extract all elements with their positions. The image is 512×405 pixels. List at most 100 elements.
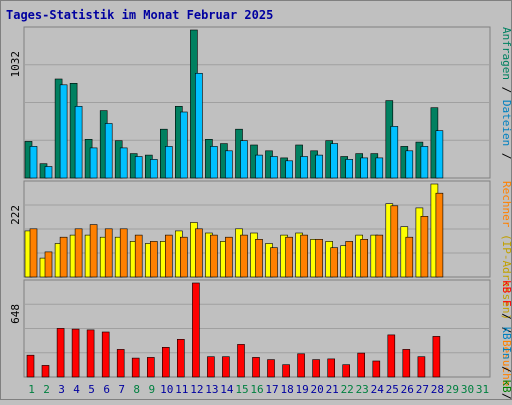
day-label-14: 14 bbox=[220, 383, 234, 396]
bar-besuche-day-7 bbox=[119, 228, 128, 278]
day-label-29: 29 bbox=[446, 383, 459, 396]
day-label-25: 25 bbox=[386, 383, 399, 396]
bar-kb-f-day-27 bbox=[417, 356, 426, 378]
legend-item: / bbox=[500, 313, 512, 326]
bar-kb-f-day-12 bbox=[192, 282, 200, 378]
plot-panel-3: 648 bbox=[9, 279, 491, 378]
bar-dateien-day-1 bbox=[29, 146, 38, 179]
bar-besuche-day-1 bbox=[29, 228, 38, 278]
legend-item: kB Out bbox=[500, 379, 512, 400]
bar-kb-f-day-25 bbox=[387, 334, 396, 378]
bar-dateien-day-8 bbox=[134, 156, 143, 179]
day-label-2: 2 bbox=[43, 383, 50, 396]
bar-dateien-day-13 bbox=[210, 146, 218, 179]
day-label-12: 12 bbox=[190, 383, 203, 396]
bar-kb-f-day-14 bbox=[222, 356, 230, 378]
bar-dateien-day-4 bbox=[74, 106, 83, 179]
day-label-13: 13 bbox=[205, 383, 218, 396]
bar-dateien-day-9 bbox=[150, 159, 158, 179]
legends: Anfragen / Dateien /Rechner (IP-Adressen… bbox=[500, 27, 512, 405]
legend-item: Dateien bbox=[500, 100, 512, 153]
bar-besuche-day-22 bbox=[345, 241, 354, 278]
bar-dateien-day-15 bbox=[240, 140, 248, 179]
day-label-15: 15 bbox=[235, 383, 248, 396]
bar-besuche-day-28 bbox=[435, 192, 444, 278]
legend-item: / bbox=[500, 153, 512, 160]
bar-dateien-day-20 bbox=[315, 154, 323, 179]
day-label-5: 5 bbox=[88, 383, 95, 396]
plot-panels: 1032 222 648 bbox=[9, 26, 491, 378]
legend-item: / bbox=[500, 327, 512, 340]
bar-besuche-day-14 bbox=[225, 236, 233, 278]
bar-dateien-day-19 bbox=[300, 156, 308, 179]
bar-kb-f-day-19 bbox=[297, 353, 305, 378]
bar-dateien-day-10 bbox=[165, 146, 173, 179]
day-label-31: 31 bbox=[476, 383, 489, 396]
bar-dateien-day-3 bbox=[59, 84, 68, 179]
day-label-28: 28 bbox=[431, 383, 444, 396]
bar-kb-f-day-13 bbox=[207, 356, 215, 378]
bar-besuche-day-19 bbox=[300, 234, 308, 278]
bar-besuche-day-10 bbox=[165, 234, 173, 278]
bar-dateien-day-6 bbox=[104, 123, 113, 179]
legend-item: (IP-Adressen) bbox=[500, 234, 512, 327]
day-label-17: 17 bbox=[265, 383, 278, 396]
legend-text: kB F / kB In / kB Out bbox=[500, 280, 512, 400]
bar-kb-f-day-10 bbox=[162, 346, 170, 378]
y-max-tick-label: 1032 bbox=[9, 51, 22, 78]
day-label-18: 18 bbox=[280, 383, 293, 396]
legend-item: / bbox=[500, 393, 512, 400]
bar-kb-f-day-17 bbox=[267, 359, 275, 378]
legend-item: / bbox=[500, 87, 512, 100]
legend-text: Rechner (IP-Adressen) / Besuche / bbox=[500, 181, 512, 400]
bar-besuche-day-24 bbox=[375, 234, 384, 278]
day-label-19: 19 bbox=[295, 383, 308, 396]
day-label-20: 20 bbox=[310, 383, 323, 396]
legend-item: kB In bbox=[500, 326, 512, 366]
day-label-1: 1 bbox=[28, 383, 35, 396]
day-label-16: 16 bbox=[250, 383, 263, 396]
chart-title: Tages-Statistik im Monat Februar 2025 bbox=[6, 8, 273, 22]
legend-panel-2: Rechner (IP-Adressen) / Besuche / bbox=[500, 181, 512, 400]
plot-panel-2: 222 bbox=[9, 180, 491, 278]
day-label-11: 11 bbox=[175, 383, 188, 396]
bar-dateien-day-2 bbox=[44, 166, 53, 179]
bar-dateien-day-25 bbox=[390, 126, 399, 179]
bar-dateien-day-14 bbox=[225, 150, 233, 179]
bar-besuche-day-21 bbox=[330, 247, 339, 278]
bar-kb-f-day-8 bbox=[131, 357, 140, 378]
day-label-10: 10 bbox=[160, 383, 173, 396]
legend-item: Anfragen bbox=[500, 27, 512, 87]
legend-text: Anfragen / Dateien / bbox=[500, 27, 512, 159]
y-max-tick-label: 222 bbox=[9, 205, 22, 225]
bar-dateien-day-24 bbox=[375, 157, 384, 179]
bar-besuche-day-11 bbox=[180, 236, 188, 278]
bar-dateien-day-16 bbox=[255, 154, 263, 179]
day-label-24: 24 bbox=[371, 383, 385, 396]
day-label-27: 27 bbox=[416, 383, 429, 396]
bar-kb-f-day-23 bbox=[357, 352, 366, 378]
bar-besuche-day-13 bbox=[210, 234, 218, 278]
day-label-6: 6 bbox=[103, 383, 110, 396]
day-label-30: 30 bbox=[461, 383, 474, 396]
bar-kb-f-day-7 bbox=[116, 349, 125, 378]
bar-kb-f-day-28 bbox=[432, 336, 441, 378]
bar-kb-f-day-22 bbox=[342, 364, 351, 378]
bar-kb-f-day-2 bbox=[41, 365, 50, 378]
bar-besuche-day-17 bbox=[270, 247, 278, 278]
bar-besuche-day-16 bbox=[255, 239, 263, 278]
bar-dateien-day-11 bbox=[180, 111, 188, 179]
bar-besuche-day-2 bbox=[44, 251, 53, 278]
bar-dateien-day-27 bbox=[420, 146, 429, 179]
legend-panel-1: Anfragen / Dateien / bbox=[500, 27, 512, 159]
bar-dateien-day-21 bbox=[330, 143, 339, 179]
bar-kb-f-day-20 bbox=[312, 359, 320, 378]
bar-dateien-day-28 bbox=[435, 130, 444, 179]
bar-dateien-day-17 bbox=[270, 156, 278, 179]
bar-besuche-day-8 bbox=[134, 234, 143, 278]
bar-besuche-day-12 bbox=[195, 228, 203, 278]
bar-dateien-day-26 bbox=[405, 150, 414, 179]
bar-besuche-day-3 bbox=[59, 236, 68, 278]
bar-kb-f-day-18 bbox=[282, 364, 290, 378]
